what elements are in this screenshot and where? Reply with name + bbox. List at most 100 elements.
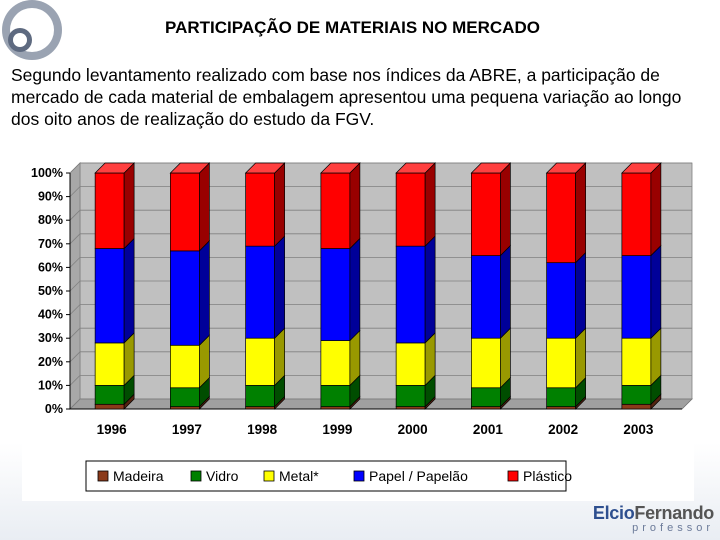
- logo-swirl-icon: [2, 0, 62, 60]
- bar-segment: [621, 403, 652, 410]
- bar-segment-side: [274, 235, 285, 340]
- bar-segment: [320, 248, 351, 341]
- bar-segment-side: [349, 162, 361, 250]
- bar-segment: [320, 340, 351, 386]
- bar-segment: [395, 172, 426, 247]
- bar-segment: [546, 387, 576, 407]
- gridline-side: [69, 186, 81, 197]
- bar-segment: [94, 403, 125, 410]
- bar-segment: [320, 172, 351, 249]
- bar-segment: [94, 172, 125, 249]
- stacked-bar-chart: 0% 10% 20% 30% 40% 50% 60% 70% 80% 90% 100% 1996 199…: [31, 162, 693, 492]
- gridline-side: [69, 280, 81, 292]
- gridline-side: [69, 327, 81, 339]
- gridline-side: [69, 209, 81, 221]
- bar-segment-side: [123, 162, 135, 250]
- bar-segment-side: [650, 162, 662, 257]
- bar-segment-side: [575, 251, 586, 340]
- y-tick-label: 100%: [31, 166, 63, 180]
- gridline-side: [69, 304, 81, 315]
- bar-segment: [245, 245, 275, 339]
- x-tick-label: 2000: [398, 422, 428, 437]
- bar-segment: [320, 385, 351, 407]
- y-tick-label: 20%: [38, 355, 63, 369]
- legend-swatch: [507, 470, 519, 482]
- bar-segment: [546, 172, 576, 264]
- bar-segment: [170, 387, 200, 407]
- bar-top: [395, 162, 436, 174]
- gridline-side: [69, 351, 81, 363]
- bar-segment: [395, 245, 426, 344]
- gridline-side: [69, 233, 81, 245]
- bar-top: [320, 162, 361, 174]
- x-tick-label: 2003: [623, 422, 654, 437]
- bar-top: [545, 162, 587, 174]
- legend-swatch: [97, 470, 109, 482]
- bar-segment: [395, 385, 426, 407]
- bar-segment: [395, 406, 426, 410]
- gridline-side: [69, 162, 81, 174]
- bar-top: [94, 162, 135, 174]
- bar-top: [169, 162, 211, 174]
- bar-segment-side: [123, 237, 135, 344]
- bar-segment: [395, 342, 426, 386]
- y-tick-label: 80%: [38, 213, 63, 227]
- legend-label: Madeira: [113, 468, 164, 484]
- bar-segment-side: [575, 162, 586, 264]
- bar-segment: [546, 262, 576, 339]
- gridline-side: [69, 257, 81, 268]
- legend-swatch: [353, 470, 365, 482]
- x-tick-label: 2002: [548, 422, 578, 437]
- bar-segment: [471, 337, 501, 389]
- y-tick-label: 70%: [38, 237, 63, 251]
- bar-segment-side: [500, 162, 511, 257]
- bar-top: [244, 162, 286, 174]
- bar-segment-side: [424, 235, 436, 344]
- y-tick-label: 0%: [45, 402, 63, 416]
- chart-container: 0% 10% 20% 30% 40% 50% 60% 70% 80% 90% 100% 1996 199…: [22, 151, 694, 501]
- bar-segment-side: [500, 244, 511, 340]
- bar-segment: [245, 406, 275, 410]
- x-tick-label: 2001: [473, 422, 504, 437]
- x-tick-label: 1997: [172, 422, 202, 437]
- bar-segment: [170, 344, 200, 389]
- bar-top: [470, 162, 512, 174]
- legend-swatch: [190, 470, 202, 482]
- x-tick-label: 1999: [322, 422, 352, 437]
- bar-segment: [621, 385, 652, 405]
- y-tick-label: 90%: [38, 190, 63, 204]
- x-tick-label: 1998: [247, 422, 278, 437]
- bar-segment: [621, 255, 652, 339]
- bar-segment: [320, 406, 351, 410]
- bar-segment-side: [199, 240, 210, 347]
- bar-segment-side: [424, 162, 436, 248]
- y-tick-label: 30%: [38, 331, 63, 345]
- intro-paragraph: Segundo levantamento realizado com base …: [11, 65, 682, 129]
- y-tick-label: 10%: [38, 378, 63, 392]
- legend-label: Papel / Papelão: [369, 468, 468, 484]
- bar-segment: [471, 387, 501, 407]
- legend-label: Vidro: [206, 468, 239, 484]
- legend-box: [85, 460, 567, 492]
- bar-segment: [245, 172, 275, 247]
- bar-segment: [170, 250, 200, 346]
- plot-floor: [69, 398, 693, 410]
- bar-segment-side: [199, 162, 210, 252]
- bar-segment: [621, 337, 652, 386]
- legend-label: Plástico: [523, 468, 572, 484]
- y-tick-label: 40%: [38, 308, 63, 322]
- bar-segment: [471, 172, 501, 256]
- brand-logo: ElcioFernando professor: [592, 503, 714, 534]
- bar-segment-side: [650, 244, 662, 340]
- y-tick-label: 50%: [38, 284, 63, 298]
- bar-segment: [621, 172, 652, 256]
- bar-segment: [170, 406, 200, 410]
- slide-title: PARTICIPAÇÃO DE MATERIAIS NO MERCADO: [165, 18, 540, 37]
- x-tick-label: 1996: [97, 422, 128, 437]
- bar-top: [621, 162, 662, 174]
- y-tick-label: 60%: [38, 260, 63, 274]
- bar-segment: [170, 172, 200, 252]
- bar-segment: [471, 255, 501, 339]
- bar-segment: [471, 406, 501, 410]
- bar-segment: [94, 385, 125, 405]
